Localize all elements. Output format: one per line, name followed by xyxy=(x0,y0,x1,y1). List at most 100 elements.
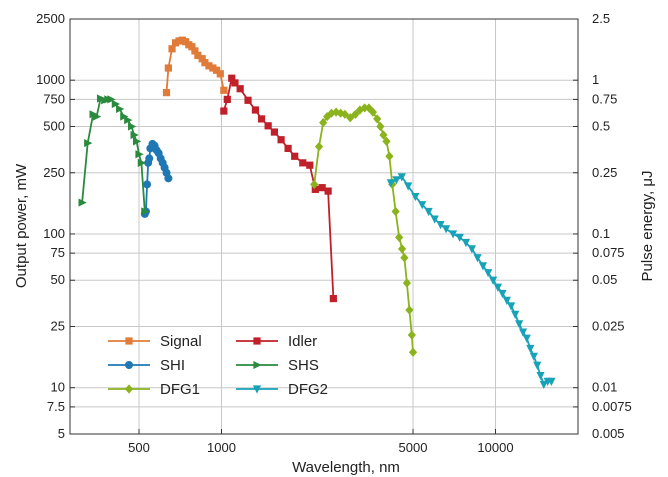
data-point-signal xyxy=(220,86,228,94)
legend-marker-shi xyxy=(125,361,133,369)
x-axis-label: Wavelength, nm xyxy=(292,459,400,476)
data-point-dfg2 xyxy=(536,371,545,381)
data-point-dfg1 xyxy=(336,108,345,118)
data-point-idler xyxy=(277,136,285,144)
legend-item-dfg1: DFG1 xyxy=(108,381,200,398)
legend-item-shi: SHI xyxy=(108,357,185,374)
data-point-shs xyxy=(132,137,142,146)
data-point-dfg1 xyxy=(407,330,416,340)
data-point-shs xyxy=(84,138,93,148)
data-point-dfg2 xyxy=(498,289,507,299)
legend-label-shi: SHI xyxy=(160,357,185,374)
data-point-dfg2 xyxy=(484,269,493,278)
data-point-dfg1 xyxy=(408,347,418,357)
data-point-signal xyxy=(201,59,209,67)
y-tick-label: 2500 xyxy=(36,11,65,26)
data-point-idler xyxy=(220,107,228,115)
data-point-dfg1 xyxy=(391,206,400,217)
data-point-dfg2 xyxy=(397,173,406,182)
x-tick-label: 1000 xyxy=(207,440,236,455)
series-shi xyxy=(140,139,173,218)
data-point-signal xyxy=(194,51,202,59)
data-point-shs xyxy=(124,116,133,125)
data-point-shs xyxy=(78,198,87,207)
data-point-dfg2 xyxy=(507,302,516,311)
data-point-dfg2 xyxy=(511,310,520,319)
data-point-dfg1 xyxy=(402,278,412,288)
data-point-dfg2 xyxy=(522,334,531,343)
y-tick-label: 75 xyxy=(51,245,65,260)
legend-label-shs: SHS xyxy=(288,357,319,374)
y-tick-label: 25 xyxy=(51,319,65,334)
data-point-shs xyxy=(116,104,125,114)
data-point-signal xyxy=(198,55,206,63)
y-tick-label: 100 xyxy=(43,226,65,241)
x-tick-label: 500 xyxy=(128,440,150,455)
data-point-dfg1 xyxy=(310,179,319,190)
data-point-dfg1 xyxy=(319,117,328,128)
legend-marker-signal xyxy=(125,337,133,345)
data-point-dfg2 xyxy=(502,296,511,305)
data-point-dfg2 xyxy=(515,320,524,329)
data-point-dfg2 xyxy=(533,361,542,370)
data-point-dfg2 xyxy=(418,201,427,210)
x-tick-label: 10000 xyxy=(477,440,513,455)
legend-item-dfg2: DFG2 xyxy=(236,381,328,398)
y-tick-label: 50 xyxy=(51,272,65,287)
plot-frame xyxy=(69,18,579,435)
data-series xyxy=(78,36,556,390)
data-point-dfg2 xyxy=(461,238,471,248)
y2-tick-label: 0.005 xyxy=(592,426,625,441)
data-point-shs xyxy=(141,207,150,216)
data-point-dfg2 xyxy=(430,215,439,224)
data-point-idler xyxy=(236,85,244,93)
y2-tick-label: 0.5 xyxy=(592,118,610,133)
data-point-dfg2 xyxy=(547,377,556,386)
data-point-dfg2 xyxy=(392,176,401,185)
y-tick-label: 1000 xyxy=(36,72,65,87)
data-point-signal xyxy=(205,62,213,70)
legend-item-signal: Signal xyxy=(108,333,202,350)
y2-tick-label: 1 xyxy=(592,72,599,87)
data-point-dfg2 xyxy=(404,182,413,191)
data-point-idler xyxy=(299,159,307,167)
data-point-dfg1 xyxy=(395,232,404,242)
data-point-shs xyxy=(96,94,106,103)
data-point-dfg1 xyxy=(351,109,360,119)
series-dfg2 xyxy=(386,173,556,390)
data-point-dfg2 xyxy=(441,225,451,234)
series-idler xyxy=(220,74,337,303)
legend: Signal Idler SHI SHS DFG1 DFG2 xyxy=(108,333,328,398)
y2-tick-label: 0.05 xyxy=(592,272,617,287)
series-shs xyxy=(78,94,150,216)
legend-marker-dfg1 xyxy=(124,384,134,394)
data-point-shs xyxy=(92,112,102,121)
data-point-dfg1 xyxy=(379,130,388,140)
data-point-dfg2 xyxy=(467,245,476,254)
y2-tick-label: 0.25 xyxy=(592,165,617,180)
data-point-dfg1 xyxy=(405,305,414,315)
y-tick-label: 7.5 xyxy=(47,399,65,414)
data-point-idler xyxy=(329,294,337,303)
data-point-signal xyxy=(216,70,224,78)
data-point-signal xyxy=(188,43,196,51)
data-point-idler xyxy=(291,152,299,160)
data-point-idler xyxy=(270,128,279,136)
data-point-shs xyxy=(107,95,116,104)
data-point-dfg2 xyxy=(448,230,458,239)
data-point-signal xyxy=(209,64,217,72)
data-point-idler xyxy=(223,95,231,103)
data-point-dfg1 xyxy=(385,151,394,161)
y2-tick-label: 0.0075 xyxy=(592,399,632,414)
data-point-dfg2 xyxy=(386,179,395,188)
data-point-dfg2 xyxy=(518,328,528,337)
data-point-shs xyxy=(128,122,137,131)
data-point-shi xyxy=(143,180,152,189)
data-point-dfg2 xyxy=(424,207,433,217)
data-point-signal xyxy=(164,64,172,72)
data-point-idler xyxy=(318,184,326,192)
data-point-dfg1 xyxy=(346,113,355,123)
data-point-idler xyxy=(311,185,319,193)
data-point-dfg2 xyxy=(539,380,548,390)
